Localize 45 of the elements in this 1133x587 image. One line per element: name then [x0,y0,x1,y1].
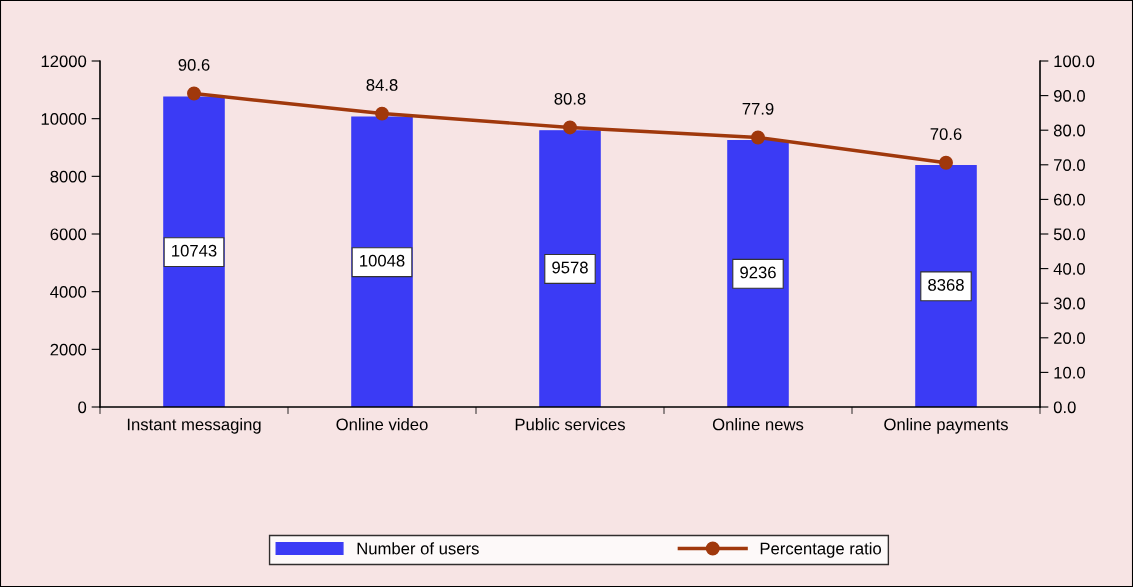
bar [727,140,789,407]
y-tick-label: 6000 [50,228,87,241]
point [939,155,953,170]
y2-tick-label: 100.0 [1054,55,1095,68]
y-tick-label: 10000 [41,113,87,125]
legend-label: Number of users [357,542,479,555]
data-label: 9236 [740,266,776,279]
y2-tick-label: 20.0 [1054,332,1085,344]
data-label: 84.8 [366,79,398,91]
data-label: 8368 [928,279,964,291]
x-tick-label: Public services [515,418,625,431]
y2-tick-label: 40.0 [1053,263,1085,275]
bar [163,96,225,407]
bar [351,116,413,407]
y-tick-label: 2000 [50,343,87,356]
legend-label: Percentage ratio [760,542,882,558]
y2-tick-label: 30.0 [1053,297,1085,310]
y2-tick-label: 70.0 [1054,159,1085,171]
bar [539,130,601,407]
data-label: 80.8 [554,92,586,105]
x-tick-label: Online video [336,418,428,431]
point [751,130,765,145]
x-tick-label: Online payments [884,418,1008,434]
y2-tick-label: 0.0 [1053,401,1076,414]
data-label: 70.6 [930,128,962,140]
y2-tick-label: 90.0 [1053,90,1085,102]
y2-tick-label: 80.0 [1053,124,1085,137]
y-tick-label: 8000 [50,170,87,183]
y2-tick-label: 50.0 [1053,228,1085,241]
y2-tick-label: 60.0 [1054,193,1085,206]
data-label: 10048 [360,254,405,267]
y-tick-label: 4000 [50,286,87,298]
y-tick-label: 0 [78,401,87,414]
data-label: 10743 [172,244,217,257]
x-tick-label: Online news [712,418,804,431]
point [563,120,577,135]
y2-tick-label: 10.0 [1054,366,1085,379]
x-tick-label: Instant messaging [127,418,261,434]
data-label: 77.9 [742,102,774,115]
y-tick-label: 12000 [41,55,87,68]
data-label: 90.6 [178,58,210,71]
data-label: 9578 [552,261,588,274]
point [375,106,389,121]
bar [915,165,977,407]
point [187,86,201,101]
